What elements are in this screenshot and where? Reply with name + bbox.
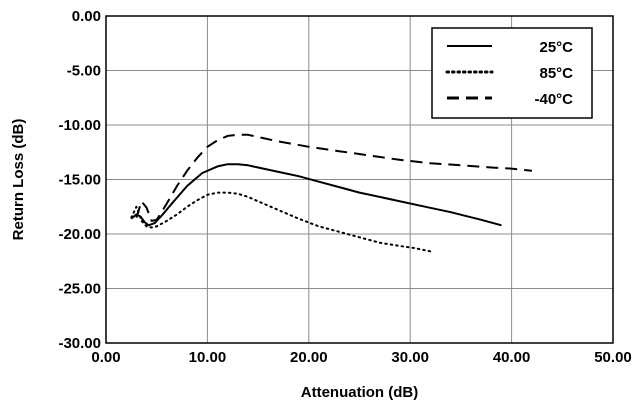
legend-label-85c: 85°C [539, 65, 573, 82]
x-tick-label: 10.00 [189, 349, 227, 366]
legend: 25°C 85°C -40°C [431, 27, 593, 119]
y-tick-label: -25.00 [58, 281, 101, 298]
grid [106, 16, 613, 343]
series-line-25c [130, 163, 502, 227]
y-axis-title: Return Loss (dB) [10, 119, 27, 241]
x-axis-title: Attenuation (dB) [301, 384, 418, 401]
series-group [130, 133, 533, 253]
tick-labels: 0.00 10.00 20.00 30.00 40.00 50.00 0.00 -5.00 -1… [58, 8, 631, 366]
series-line-85c [130, 191, 432, 253]
series-line-minus40c [135, 133, 533, 222]
x-tick-label: 30.00 [391, 349, 429, 366]
y-tick-label: -10.00 [58, 117, 101, 134]
y-tick-label: -30.00 [58, 335, 101, 352]
x-tick-label: 50.00 [594, 349, 632, 366]
y-tick-label: 0.00 [72, 8, 101, 25]
x-tick-label: 40.00 [493, 349, 531, 366]
plot-area-frame [105, 15, 614, 344]
x-tick-label: 0.00 [91, 349, 120, 366]
y-tick-label: -15.00 [58, 172, 101, 189]
y-tick-label: -20.00 [58, 226, 101, 243]
legend-label-25c: 25°C [539, 39, 573, 56]
legend-label-minus40c: -40°C [534, 91, 573, 108]
y-tick-label: -5.00 [67, 63, 101, 80]
x-tick-label: 20.00 [290, 349, 328, 366]
